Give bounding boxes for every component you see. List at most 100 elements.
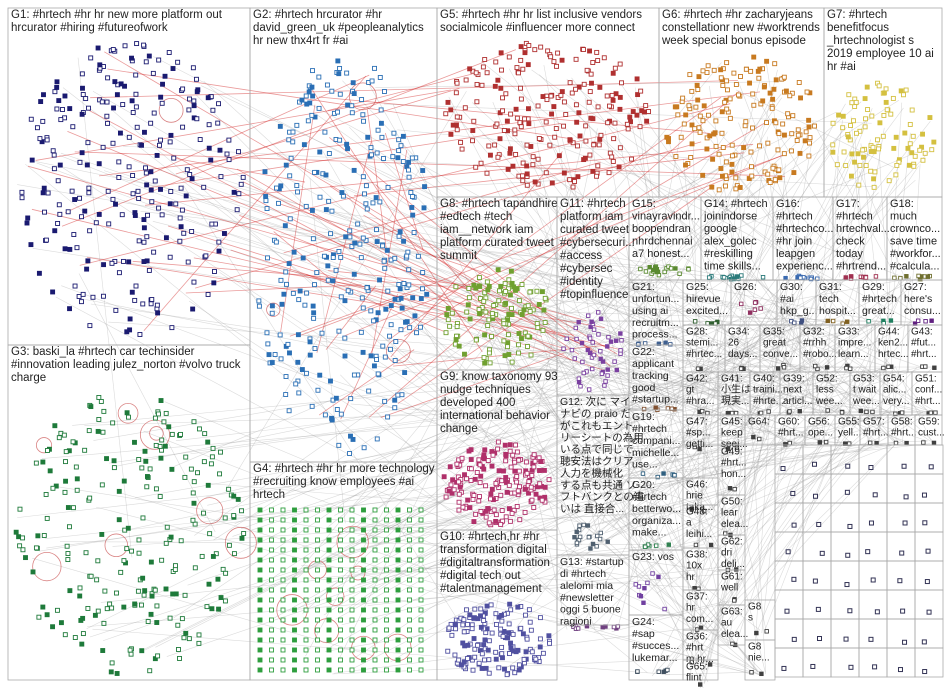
node (586, 387, 592, 392)
node (738, 366, 744, 371)
group-label: summit (440, 250, 478, 262)
node (280, 597, 286, 603)
node (790, 113, 796, 119)
edge (289, 154, 783, 337)
node (206, 581, 212, 587)
edge (692, 93, 701, 628)
edge (539, 192, 877, 443)
node (359, 295, 365, 301)
node (812, 363, 818, 369)
node (738, 74, 743, 79)
edge (508, 128, 736, 413)
node (749, 164, 754, 170)
node (581, 81, 587, 87)
node (485, 287, 491, 293)
edge (334, 309, 759, 516)
node (508, 111, 514, 117)
node (536, 136, 542, 142)
node (304, 101, 310, 107)
node (618, 331, 623, 336)
node (315, 537, 320, 543)
node (349, 657, 355, 663)
edge (207, 483, 504, 509)
node (704, 146, 710, 152)
node (678, 134, 684, 140)
group-label: t wait (853, 385, 877, 396)
node (387, 333, 393, 339)
node (50, 148, 56, 154)
node (352, 240, 358, 246)
node (216, 606, 222, 612)
node (177, 655, 182, 661)
node (338, 517, 343, 523)
node (693, 542, 699, 548)
node (159, 437, 165, 443)
node (567, 80, 573, 86)
group-label: boopendran (632, 223, 691, 235)
node (462, 351, 467, 357)
edge (757, 277, 898, 444)
node (90, 294, 96, 300)
node (264, 206, 270, 211)
node (554, 63, 559, 69)
node (156, 205, 162, 211)
edge (193, 257, 605, 328)
node (372, 537, 378, 543)
node (396, 148, 402, 154)
node (445, 648, 451, 654)
edge (78, 297, 641, 408)
node (575, 174, 581, 180)
node (505, 344, 510, 350)
node (303, 537, 309, 543)
node (209, 454, 215, 460)
node (141, 217, 147, 223)
edge (844, 127, 885, 367)
edge (372, 550, 604, 628)
node (370, 200, 376, 206)
node (269, 527, 274, 533)
node (518, 85, 523, 91)
node (897, 578, 903, 584)
node (727, 486, 733, 491)
node (303, 587, 309, 593)
node (190, 306, 196, 312)
node (188, 466, 194, 472)
edge (666, 671, 760, 676)
edge (696, 69, 778, 412)
node (36, 614, 42, 620)
node (698, 682, 703, 687)
node (326, 587, 332, 593)
node (104, 113, 110, 119)
node (499, 478, 505, 484)
node (638, 594, 644, 599)
node (795, 132, 801, 138)
node (226, 542, 232, 548)
node (528, 484, 534, 490)
node (407, 627, 412, 633)
node (772, 61, 778, 67)
node (79, 150, 85, 156)
node (148, 559, 154, 565)
node (484, 603, 490, 609)
edge (693, 512, 738, 574)
node (724, 60, 730, 66)
node (815, 276, 820, 281)
node (421, 205, 427, 211)
edge (649, 311, 770, 347)
edge (385, 247, 740, 309)
node (551, 104, 557, 110)
node (599, 371, 605, 376)
node (780, 121, 786, 127)
node (364, 206, 370, 212)
node (480, 64, 486, 70)
edge (174, 148, 925, 467)
node (175, 622, 181, 628)
group-label: 2019 employee 10 ai (827, 48, 934, 60)
node (734, 445, 740, 451)
node (380, 243, 386, 249)
node (909, 150, 915, 156)
node (841, 149, 847, 155)
edge (403, 121, 767, 337)
node (496, 298, 502, 304)
node (503, 289, 509, 294)
